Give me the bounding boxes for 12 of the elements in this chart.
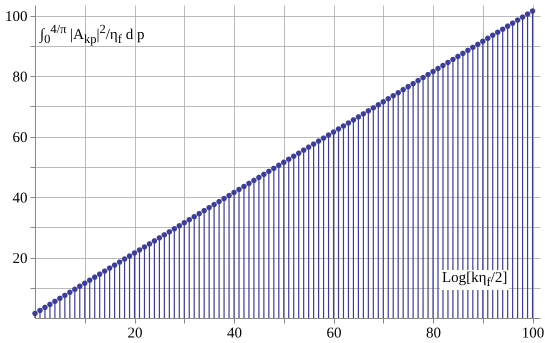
x-tick-label: 40 [227,326,242,342]
y-tick-label: 60 [12,130,28,146]
x-tick-label: 60 [326,326,342,342]
x-tick-label: 80 [426,326,442,342]
x-axis-title: Log[kη$_{f}$/2] [440,270,510,290]
x-tick-label: 100 [522,326,544,342]
x-tick-label: 20 [128,326,143,342]
y-tick-label: 20 [12,251,28,268]
y-tick-label: 40 [12,190,28,207]
text: ∫$_{0}$$^{4/π}$ |A$_{kp}$|$^{2}$/η$_{f}$ d p [40,22,144,46]
y-tick-label: 100 [5,9,28,26]
y-tick-label: 80 [12,70,28,86]
